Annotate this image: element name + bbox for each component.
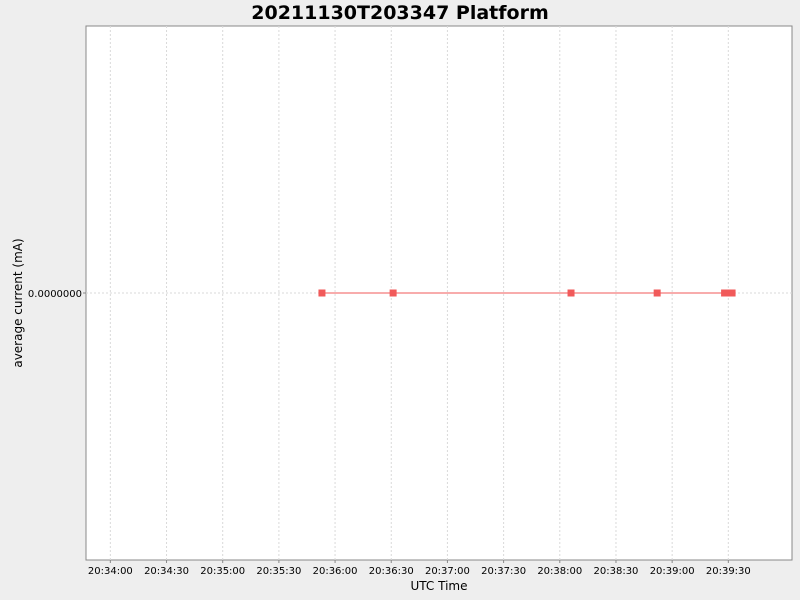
x-axis-label: UTC Time: [411, 579, 468, 593]
data-point: [389, 289, 397, 297]
data-point: [721, 289, 729, 297]
x-tick-label: 20:38:30: [594, 566, 639, 577]
chart-title: 20211130T203347 Platform: [251, 2, 549, 24]
data-point: [318, 289, 326, 297]
series-layer: [318, 289, 736, 297]
y-axis-label: average current (mA): [11, 238, 25, 367]
x-tick-label: 20:37:30: [481, 566, 526, 577]
x-tick-label: 20:36:30: [369, 566, 414, 577]
x-tick-label: 20:38:00: [537, 566, 582, 577]
data-point: [653, 289, 661, 297]
x-tick-label: 20:36:00: [313, 566, 358, 577]
data-point: [724, 289, 732, 297]
x-tick-label: 20:35:00: [200, 566, 245, 577]
y-tick-label: 0.0000000: [28, 289, 82, 300]
x-tick-label: 20:39:30: [706, 566, 751, 577]
y-axis-ticks: 0.0000000: [28, 289, 86, 300]
x-tick-label: 20:35:30: [256, 566, 301, 577]
data-point: [567, 289, 575, 297]
x-axis-ticks: 20:34:00 20:34:30 20:35:00 20:35:30 20:36:00…: [88, 560, 751, 577]
x-tick-label: 20:34:30: [144, 566, 189, 577]
x-tick-label: 20:39:00: [650, 566, 695, 577]
x-tick-label: 20:34:00: [88, 566, 133, 577]
data-point: [728, 289, 736, 297]
x-tick-label: 20:37:00: [425, 566, 470, 577]
